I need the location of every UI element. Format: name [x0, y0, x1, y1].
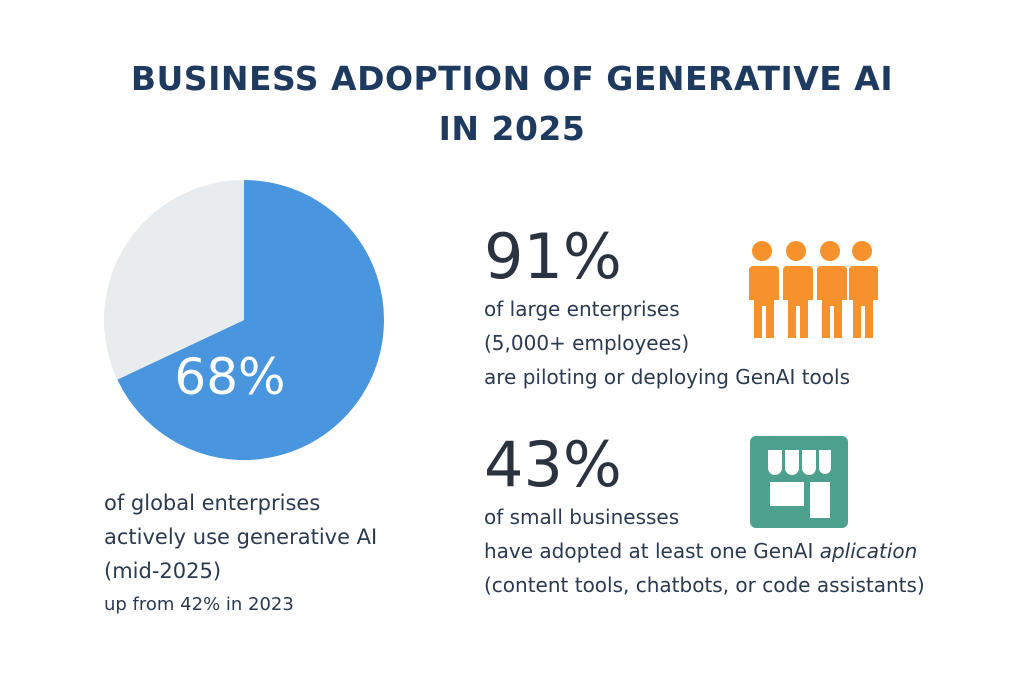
people-group-icon [749, 241, 878, 338]
stat2-line-3: (content tools, chatbots, or code assist… [484, 573, 925, 597]
stat1-line-2: (5,000+ employees) [484, 331, 690, 355]
pie-desc-line-3: (mid-2025) [104, 559, 222, 583]
pie-desc-note: up from 42% in 2023 [104, 594, 294, 615]
stat2-line-2-text: have adopted at least one GenAI [484, 539, 820, 563]
pie-desc-line-1: of global enterprises [104, 491, 321, 515]
large-enterprise-stat-description: of large enterprises (5,000+ employees) … [484, 292, 850, 394]
pie-data-label: 68% [174, 348, 285, 406]
stat2-line-2: have adopted at least one GenAI aplicati… [484, 534, 925, 568]
small-business-stat-value: 43% [484, 428, 622, 501]
stat1-line-3: are piloting or deploying GenAI tools [484, 365, 851, 389]
pie-slice-remainder [103, 180, 244, 380]
adoption-pie-chart: 68% [103, 180, 384, 460]
pie-desc-line-2: actively use generative AI [104, 525, 378, 549]
stat2-line-1: of small businesses [484, 505, 680, 529]
title-line-2: IN 2025 [438, 109, 586, 148]
pie-description: of global enterprises actively use gener… [104, 486, 377, 622]
large-enterprise-stat-value: 91% [484, 220, 622, 293]
small-business-stat-description: of small businesses have adopted at leas… [484, 500, 925, 602]
page-title: BUSINESS ADOPTION OF GENERATIVE AI IN 20… [0, 54, 1024, 154]
title-line-1: BUSINESS ADOPTION OF GENERATIVE AI [130, 59, 894, 98]
storefront-icon [750, 436, 848, 528]
stat2-line-2-italic: aplication [819, 539, 918, 563]
stat1-line-1: of large enterprises [484, 297, 680, 321]
pie-slice-adopted [117, 180, 384, 460]
